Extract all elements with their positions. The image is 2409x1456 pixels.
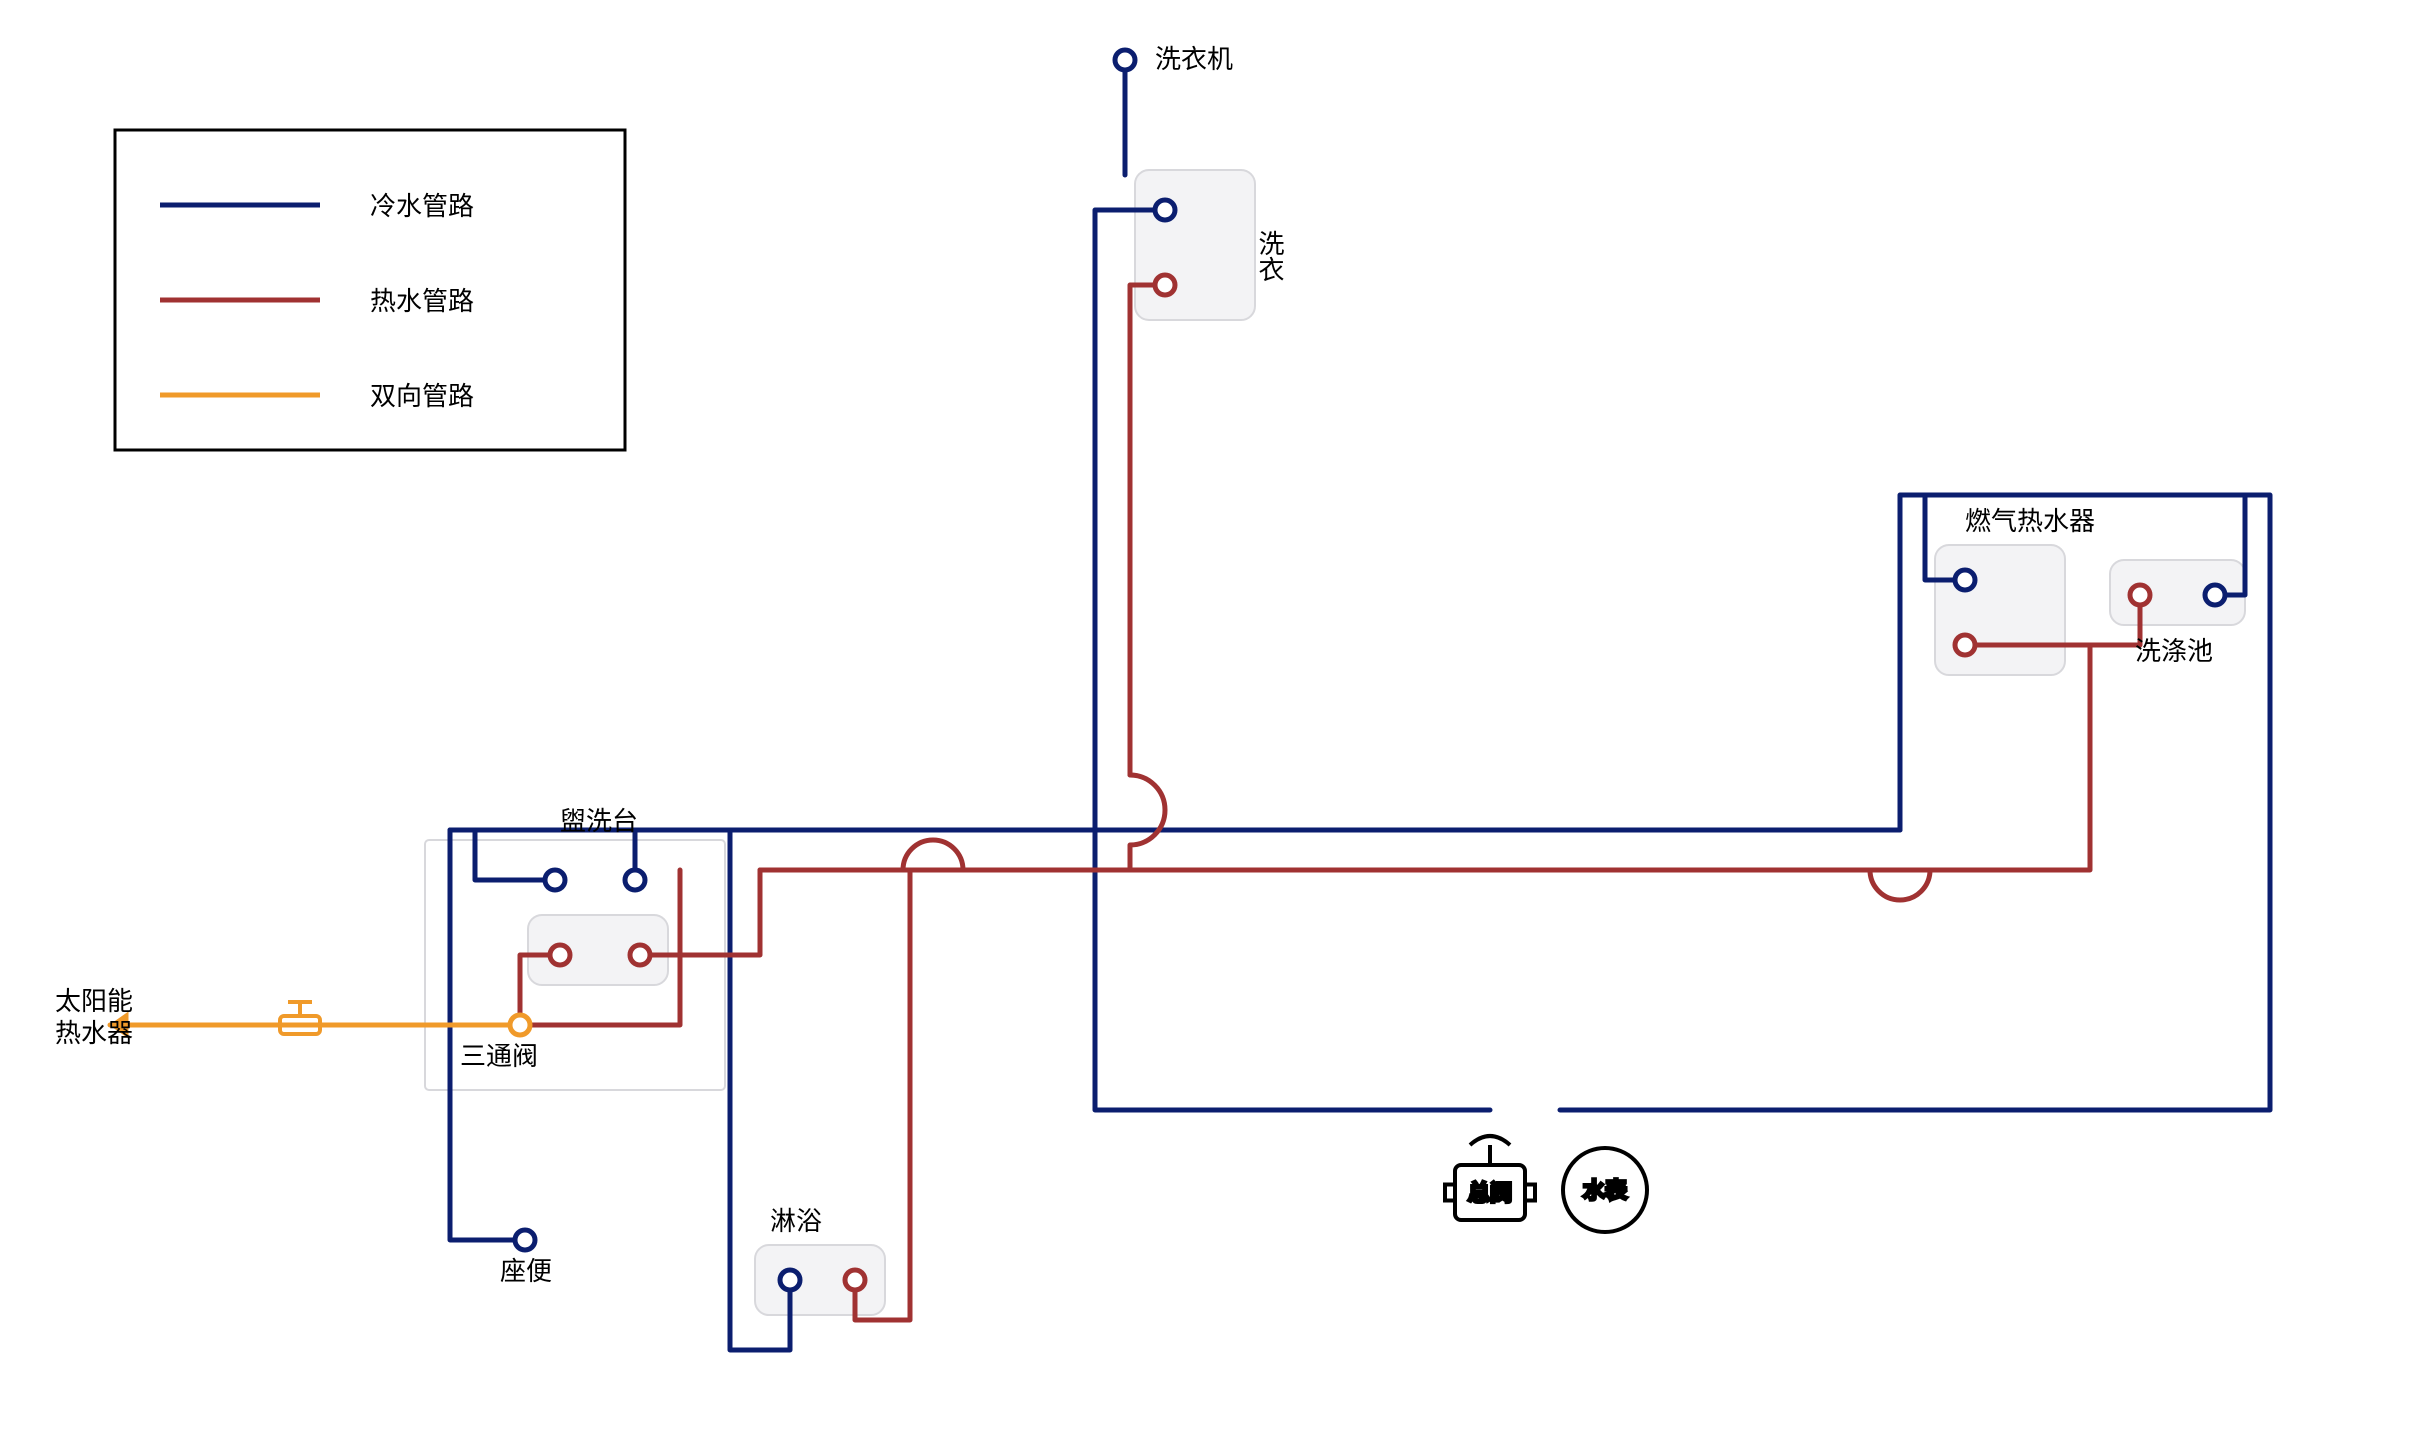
n-basin-hot1	[550, 945, 570, 965]
n-shower-hot	[845, 1270, 865, 1290]
n-basin-hot2	[630, 945, 650, 965]
n-shower-cold	[780, 1270, 800, 1290]
label-washer_side: 洗衣	[1255, 230, 1285, 282]
legend-label-0: 冷水管路	[370, 191, 474, 221]
label-washer_top: 洗衣机	[1155, 44, 1233, 74]
hot-pipe-hops-seg-1	[903, 840, 963, 870]
main-valve-label: 总阀	[1468, 1181, 1512, 1206]
plumbing-diagram: 冷水管路热水管路双向管路总阀水表洗衣机洗衣燃气热水器洗涤池盥洗台三通阀太阳能热水…	[0, 0, 2409, 1456]
n-toilet	[515, 1230, 535, 1250]
label-basin: 盥洗台	[560, 806, 638, 836]
n-basin-cold	[545, 870, 565, 890]
n-washer-hot	[1155, 275, 1175, 295]
water-meter-label: 水表	[1583, 1178, 1627, 1203]
hot-pipes-seg-6	[1900, 645, 2090, 870]
label-tee_valve: 三通阀	[460, 1041, 538, 1071]
label-shower: 淋浴	[770, 1206, 822, 1236]
hot-pipe-hops-seg-0	[1130, 775, 1165, 870]
water-meter-icon: 水表	[1563, 1148, 1647, 1232]
n-tee	[510, 1015, 530, 1035]
legend: 冷水管路热水管路双向管路	[115, 130, 625, 450]
washer-box	[1135, 170, 1255, 320]
n-sink-cold	[2205, 585, 2225, 605]
hot-pipe-hops-seg-2	[1870, 870, 1930, 900]
cold-pipes-seg-4	[475, 830, 555, 880]
hot-pipe-hops	[903, 775, 1930, 900]
label-sink: 洗涤池	[2135, 636, 2213, 666]
solar-valve-icon	[280, 1002, 320, 1034]
label-toilet: 座便	[500, 1256, 552, 1286]
cold-pipes	[450, 60, 2270, 1350]
hot-pipes-seg-0	[1130, 285, 1165, 775]
legend-label-2: 双向管路	[370, 381, 474, 411]
hot-pipes	[520, 285, 2140, 1320]
n-washer-top	[1115, 50, 1135, 70]
n-washer-cold	[1155, 200, 1175, 220]
legend-label-1: 热水管路	[370, 286, 474, 316]
n-gas-hot	[1955, 635, 1975, 655]
label-gas_heater: 燃气热水器	[1965, 506, 2095, 536]
gas-heater-box	[1935, 545, 2065, 675]
n-basin-coldmid	[625, 870, 645, 890]
n-gas-cold	[1955, 570, 1975, 590]
main-valve-icon: 总阀	[1445, 1136, 1535, 1220]
n-sink-hot	[2130, 585, 2150, 605]
